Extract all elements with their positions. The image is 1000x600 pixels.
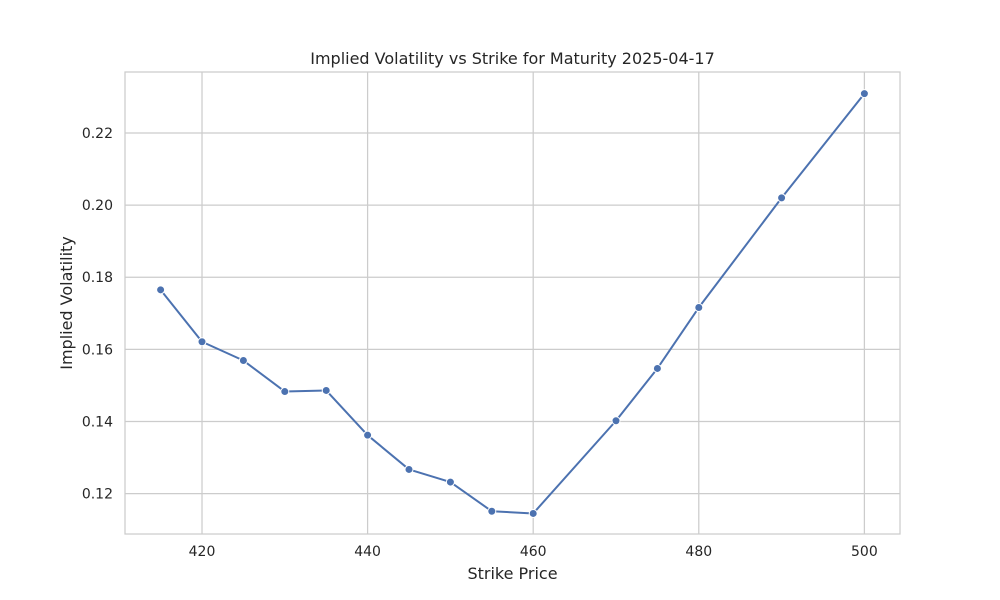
x-tick-label: 440 [354, 544, 381, 560]
x-tick-label: 480 [685, 544, 712, 560]
y-tick-label: 0.22 [82, 126, 113, 142]
y-tick-label: 0.14 [82, 414, 113, 430]
series-line [159, 92, 866, 515]
data-point [777, 193, 787, 203]
series-layer [156, 89, 869, 518]
data-point [445, 477, 455, 487]
y-tick-label: 0.18 [82, 270, 113, 286]
data-point [238, 356, 248, 366]
tick-labels: 420 440 460 480 500 0.12 0.14 0.16 0.18 0.20 0.22 [82, 126, 878, 560]
data-point [280, 387, 290, 397]
chart-title: Implied Volatility vs Strike for Maturit… [310, 49, 715, 68]
data-point [321, 385, 331, 395]
data-point [487, 506, 497, 516]
data-point [528, 508, 538, 518]
x-tick-label: 420 [189, 544, 216, 560]
x-axis-label: Strike Price [467, 564, 557, 583]
data-point [404, 464, 414, 474]
data-point [652, 363, 662, 373]
data-point [859, 89, 869, 99]
x-tick-label: 460 [520, 544, 547, 560]
y-tick-label: 0.16 [82, 342, 113, 358]
data-point [197, 337, 207, 347]
y-axis-label: Implied Volatility [57, 236, 76, 370]
data-point [156, 285, 166, 295]
plot-area-frame [124, 71, 901, 535]
data-point [694, 303, 704, 313]
y-tick-label: 0.20 [82, 198, 113, 214]
data-point [611, 416, 621, 426]
grid [125, 72, 900, 534]
y-tick-label: 0.12 [82, 487, 113, 503]
x-tick-label: 500 [851, 544, 878, 560]
data-point [363, 430, 373, 440]
